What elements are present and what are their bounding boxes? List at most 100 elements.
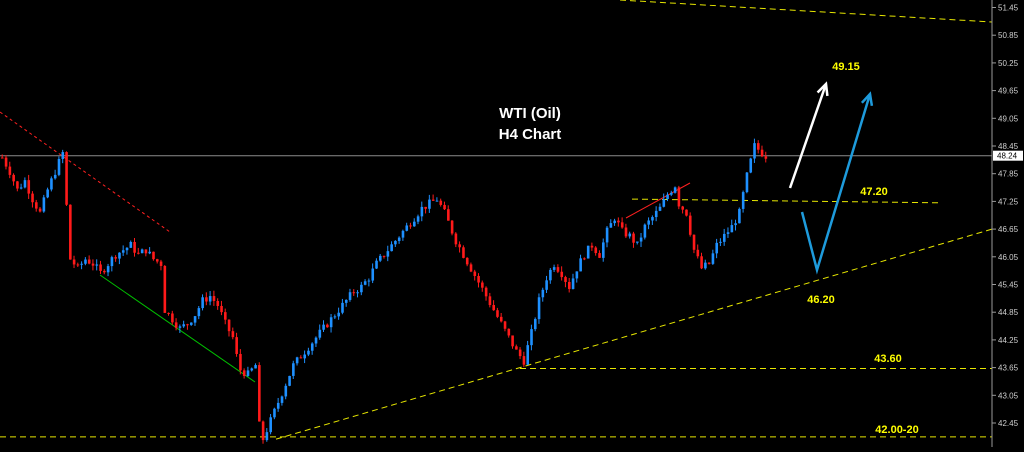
candle-bearish [31, 193, 34, 203]
candle-bullish [254, 365, 257, 369]
candle-bullish [428, 199, 431, 209]
candle-bullish [53, 174, 57, 179]
candle-bullish [329, 317, 333, 328]
candle-bearish [69, 204, 72, 260]
candle-bullish [310, 343, 314, 351]
candle-bearish [144, 249, 148, 254]
chart-subtitle: H4 Chart [499, 126, 562, 143]
candle-bullish [390, 244, 393, 252]
candle-bullish [118, 252, 121, 259]
candle-bearish [496, 310, 499, 317]
candle-bullish [394, 240, 397, 245]
y-axis-tick-label: 50.85 [998, 31, 1019, 40]
candle-bearish [707, 262, 711, 264]
level-label-43-60: 43.60 [874, 353, 902, 365]
candle-bearish [450, 220, 454, 234]
candle-bearish [224, 312, 227, 320]
candle-bullish [84, 259, 87, 264]
candle-bearish [590, 245, 594, 248]
candle-bearish [503, 321, 507, 329]
candle-bullish [579, 258, 582, 272]
candle-bearish [556, 267, 560, 272]
candle-bearish [688, 215, 692, 235]
candle-bullish [715, 242, 719, 254]
candle-bearish [155, 259, 159, 262]
candle-bearish [258, 365, 261, 422]
candle-bullish [61, 152, 65, 159]
candle-bearish [692, 234, 696, 250]
candle-bullish [605, 227, 609, 243]
y-axis-tick-label: 50.25 [998, 59, 1019, 68]
level-label-49-15: 49.15 [832, 61, 860, 73]
candle-bullish [50, 178, 53, 190]
candle-bullish [265, 432, 269, 441]
candle-bullish [711, 253, 715, 264]
candle-bullish [435, 200, 439, 202]
candle-bearish [522, 356, 526, 365]
candle-bullish [537, 297, 541, 320]
candle-bullish [628, 233, 632, 237]
candle-bearish [205, 297, 208, 302]
candle-bearish [186, 324, 189, 326]
candle-bearish [617, 220, 620, 223]
candle-bullish [420, 206, 424, 217]
candle-bearish [598, 253, 601, 258]
candle-bullish [602, 242, 605, 258]
candle-bullish [586, 245, 590, 259]
candle-bullish [526, 345, 530, 365]
candle-bullish [363, 281, 367, 285]
candle-bearish [99, 264, 102, 271]
candle-bearish [171, 313, 174, 323]
candle-bearish [163, 265, 167, 313]
candle-bullish [719, 241, 722, 243]
candle-bearish [212, 296, 216, 302]
candle-bearish [764, 156, 768, 159]
candle-bullish [670, 192, 673, 195]
uptrend-support-line [275, 228, 993, 440]
candle-bullish [284, 385, 288, 397]
candle-bearish [159, 261, 163, 266]
candle-bullish [549, 269, 552, 281]
candle-bearish [465, 257, 469, 265]
candle-bullish [106, 266, 110, 273]
candle-bullish [753, 143, 756, 159]
candle-bullish [356, 292, 359, 294]
candle-bearish [352, 292, 356, 294]
y-axis-tick-label: 42.45 [998, 419, 1019, 428]
candle-bullish [386, 251, 390, 257]
candle-bearish [560, 271, 564, 278]
candle-bullish [292, 363, 295, 376]
y-axis-tick-label: 47.25 [998, 197, 1019, 206]
level-label-42-00-20: 42.00-20 [875, 424, 918, 436]
y-axis: 51.45 50.85 50.25 49.65 49.05 48.45 47.85 47.25… [992, 4, 1023, 428]
level-line-47-20 [631, 198, 941, 204]
candle-bearish [242, 370, 246, 376]
candle-bullish [738, 208, 741, 224]
candle-bearish [16, 181, 19, 189]
primary-scenario-arrow [788, 83, 828, 189]
candle-bullish [367, 280, 371, 282]
candle-bearish [484, 287, 488, 297]
candle-bearish [594, 247, 598, 254]
candle-bullish [140, 249, 144, 254]
candle-bullish [379, 255, 382, 261]
candle-bearish [76, 264, 80, 266]
candle-bearish [677, 187, 681, 207]
candle-bullish [121, 250, 125, 253]
candle-bearish [65, 152, 68, 205]
candle-bearish [462, 247, 465, 258]
alternate-arrow-head [860, 91, 874, 107]
candle-bearish [91, 263, 95, 266]
candle-bullish [201, 297, 204, 309]
candle-bearish [227, 319, 231, 332]
candle-bearish [409, 225, 412, 227]
candle-bullish [246, 370, 250, 376]
candle-bullish [666, 194, 669, 200]
y-axis-tick-label: 51.45 [998, 4, 1019, 13]
level-label-47-20: 47.20 [860, 186, 888, 198]
candle-bullish [658, 206, 662, 211]
candle-bearish [114, 257, 117, 259]
candle-bullish [269, 417, 272, 433]
candle-bullish [571, 278, 575, 289]
